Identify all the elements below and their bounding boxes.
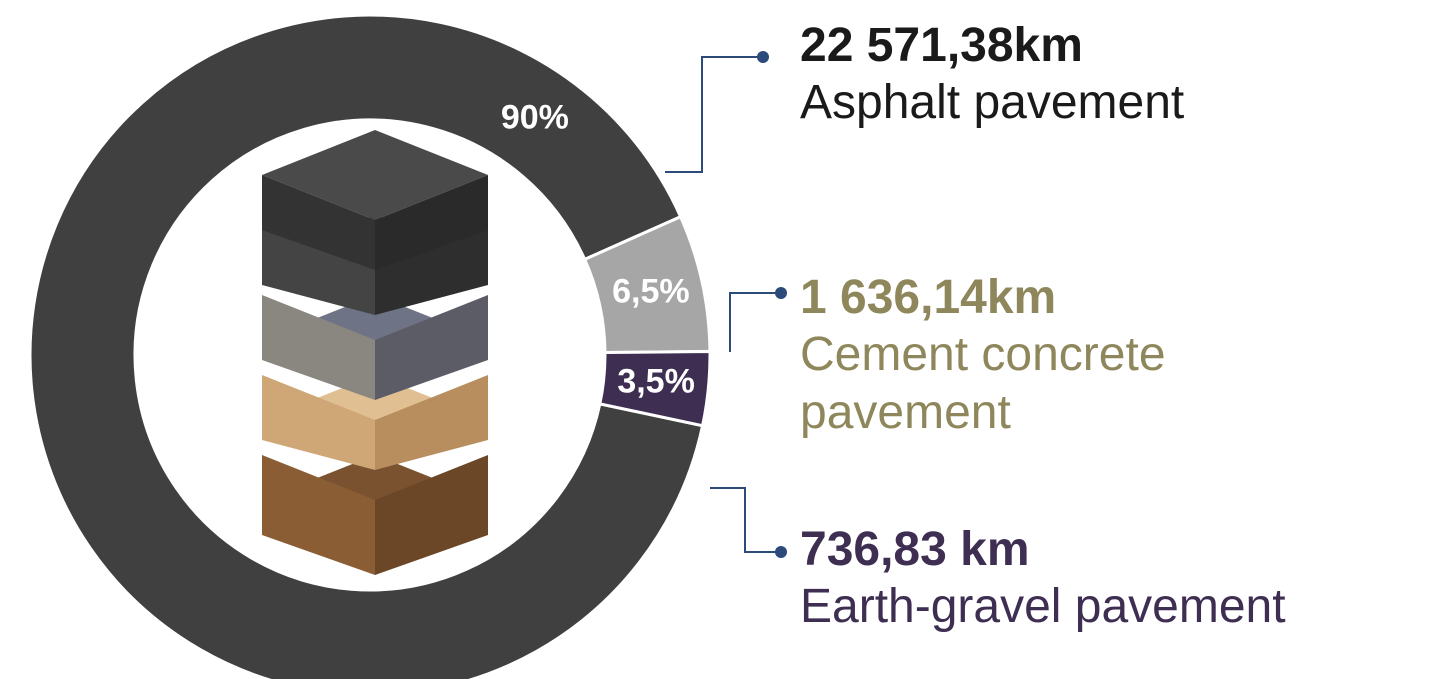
value-label: 6,5% <box>612 273 690 311</box>
callout: 22 571,38km Asphalt pavement <box>800 18 1370 132</box>
pavement-illustration <box>262 130 488 575</box>
callout: 736,83 km Earth-gravel pavement <box>800 522 1370 636</box>
page: 90% 6,5% 3,5% 22 571,38km Asphalt pavement… <box>0 0 1437 679</box>
callout: 1 636,14km Cement concrete pavement <box>800 270 1370 442</box>
length: 736,83 km <box>800 522 1370 578</box>
value-label: 3,5% <box>617 363 695 401</box>
length: 22 571,38km <box>800 18 1370 74</box>
value-label: 90% <box>501 98 569 136</box>
category-label: Cement concrete pavement <box>800 326 1370 442</box>
category-label: Asphalt pavement <box>800 74 1370 132</box>
length: 1 636,14km <box>800 270 1370 326</box>
category-label: Earth-gravel pavement <box>800 578 1370 636</box>
callout-dots <box>757 51 787 558</box>
